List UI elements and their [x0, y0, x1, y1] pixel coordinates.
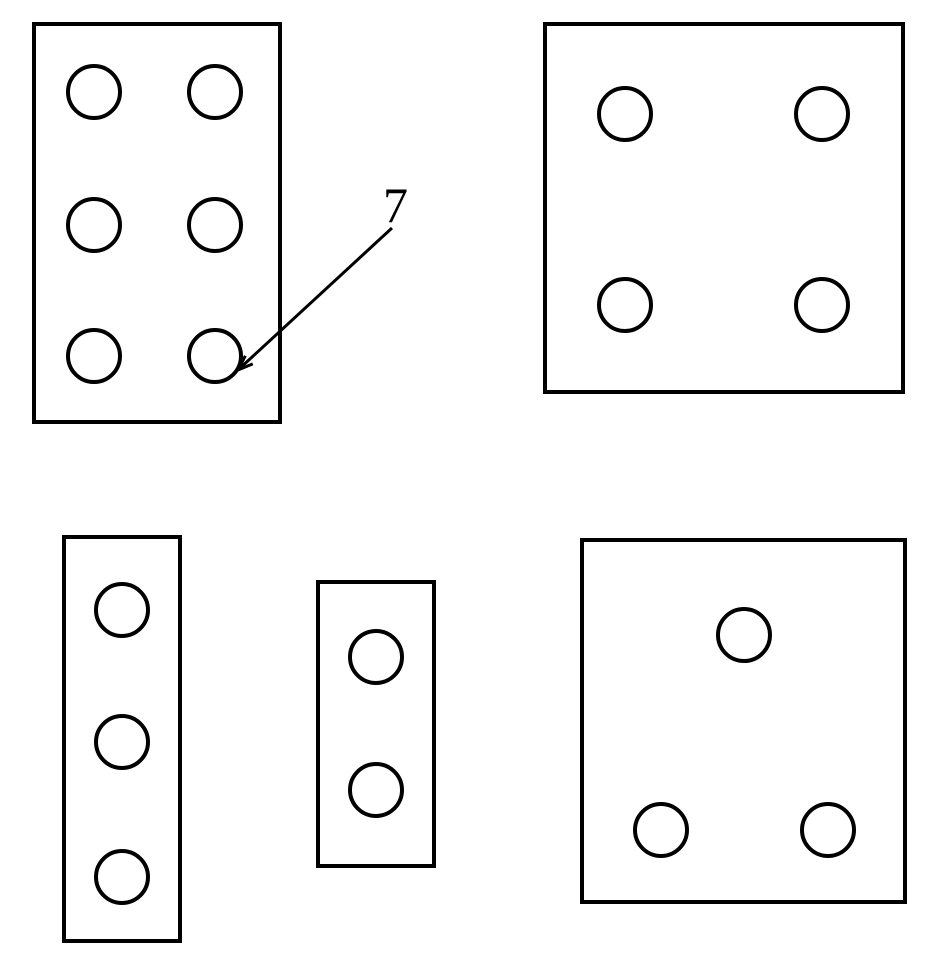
annotation-leader-line — [0, 0, 944, 957]
